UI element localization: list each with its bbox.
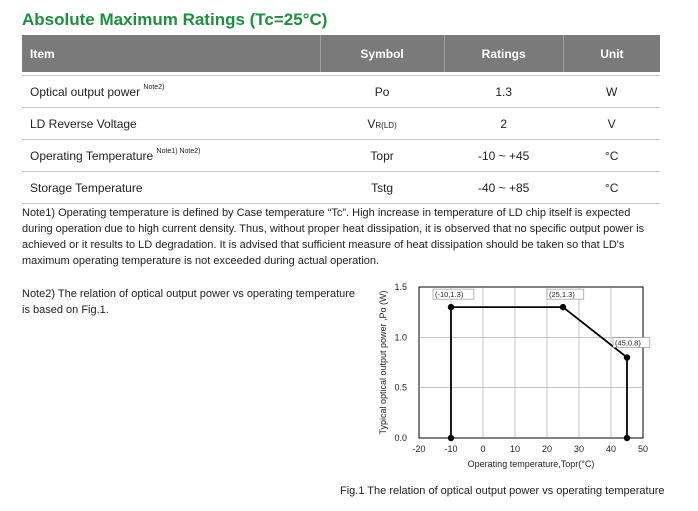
- x-tick-label: -20: [412, 444, 425, 454]
- x-axis-label: Operating temperature,Topr(°C): [468, 459, 595, 469]
- x-tick-label: 40: [606, 444, 616, 454]
- row-item-label: Optical output power: [30, 84, 144, 99]
- data-label: (45,0.8): [615, 338, 641, 347]
- row-item: LD Reverse Voltage: [22, 107, 321, 140]
- series-line: [450, 306, 628, 438]
- plot-frame: [418, 286, 644, 439]
- row-item-label: LD Reverse Voltage: [30, 116, 137, 131]
- header-ratings: Ratings: [444, 35, 564, 72]
- note2-text: Note2) The relation of optical output po…: [22, 288, 356, 316]
- header-unit: Unit: [563, 35, 660, 72]
- header-item: Item: [22, 35, 321, 72]
- row-item: Storage Temperature: [22, 171, 321, 204]
- y-axis-label: Typical optical output power ,Po (W): [378, 290, 388, 434]
- y-tick-label: 1.0: [394, 332, 407, 342]
- y-tick-label: 1.5: [394, 282, 407, 292]
- row-symbol: Po: [320, 75, 445, 108]
- x-tick-label: 20: [542, 444, 552, 454]
- row-symbol: Topr: [320, 139, 445, 172]
- row-unit: °C: [563, 171, 660, 204]
- table-row: Operating Temperature Note1) Note2) Topr…: [22, 139, 660, 172]
- row-rating: 1.3: [444, 75, 564, 108]
- y-tick-label: 0.0: [394, 433, 407, 443]
- table-row: Storage Temperature Tstg -40 ~ +85 °C: [22, 171, 660, 204]
- row-rating: -40 ~ +85: [444, 171, 564, 204]
- table-row: LD Reverse Voltage VR(LD) 2 V: [22, 107, 660, 140]
- data-point: [623, 354, 631, 361]
- x-tick-label: 0: [480, 444, 485, 454]
- x-tick-label: 30: [574, 444, 584, 454]
- row-item-note: Note2): [143, 83, 165, 91]
- row-item: Optical output power Note2): [22, 75, 321, 108]
- output-power-chart: -20 -10 0 10 20 30 40 50 0.0 0.5 1.0 1.5 Operating t…: [378, 282, 651, 469]
- table-row: Optical output power Note2) Po 1.3 W: [22, 75, 660, 108]
- annotation-box: [546, 288, 585, 300]
- row-unit: °C: [563, 139, 660, 172]
- row-item: Operating Temperature Note1) Note2): [22, 139, 321, 172]
- row-rating: -10 ~ +45: [444, 139, 564, 172]
- data-point: [447, 303, 455, 311]
- ratings-table: Item Symbol Ratings Unit Optical output …: [22, 35, 660, 204]
- data-point: [623, 434, 631, 442]
- data-point: [559, 303, 567, 311]
- row-item-note: Note1) Note2): [156, 147, 201, 155]
- row-symbol: VR(LD): [320, 107, 445, 140]
- symbol-sub: R(LD): [375, 120, 397, 130]
- x-tick-label: -10: [444, 444, 457, 454]
- symbol-main: Po: [374, 84, 390, 99]
- x-tick-label: 10: [510, 444, 520, 454]
- note1-text: Note1) Operating temperature is defined …: [22, 207, 645, 267]
- symbol-main: Topr: [370, 148, 394, 163]
- x-tick-label: 50: [638, 444, 648, 454]
- data-point: [447, 434, 455, 442]
- annotation-box: [432, 288, 475, 300]
- y-tick-label: 0.5: [394, 383, 407, 393]
- row-symbol: Tstg: [320, 171, 445, 204]
- figure-caption: Fig.1 The relation of optical output pow…: [340, 485, 665, 497]
- row-item-label: Operating Temperature: [30, 148, 157, 163]
- annotation-box: [612, 337, 651, 348]
- row-unit: V: [563, 107, 660, 140]
- data-label: (25,1.3): [549, 290, 575, 299]
- header-symbol: Symbol: [320, 35, 445, 72]
- row-item-label: Storage Temperature: [30, 180, 143, 195]
- data-label: (-10,1.3): [435, 290, 464, 299]
- row-rating: 2: [444, 107, 564, 140]
- symbol-main: Tstg: [371, 180, 394, 195]
- page-title: Absolute Maximum Ratings (Tc=25°C): [22, 10, 328, 29]
- row-unit: W: [563, 75, 660, 108]
- table-header-row: Item Symbol Ratings Unit: [22, 35, 660, 72]
- symbol-main: V: [367, 116, 376, 131]
